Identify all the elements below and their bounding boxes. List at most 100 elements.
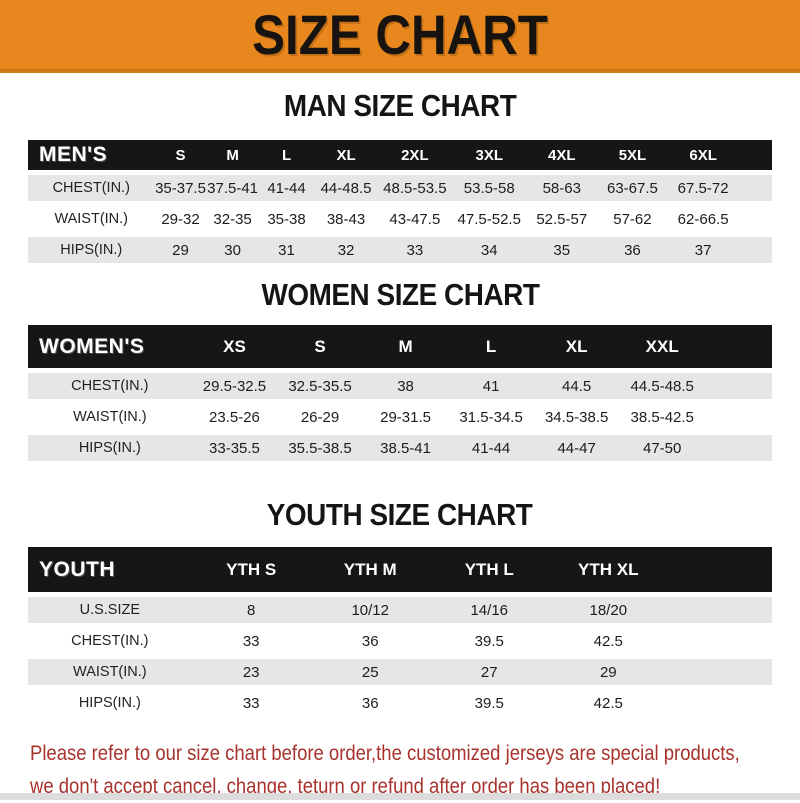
size-value-cell: 36 — [597, 237, 668, 263]
size-header-cell: L — [448, 325, 534, 368]
youth-size-table: YOUTH YTH S YTH M YTH L YTH XL U.S.SIZE 8 10/12… — [28, 542, 772, 721]
size-value-cell: 10/12 — [310, 597, 430, 623]
size-value-cell: 36 — [310, 628, 430, 654]
size-value-cell: 33 — [191, 628, 311, 654]
size-header-row: WOMEN'S XS S M L XL XXL — [28, 325, 772, 368]
bottom-strip — [0, 793, 800, 800]
size-header-cell: YTH M — [310, 547, 430, 592]
size-header-cell: 6XL — [667, 140, 739, 170]
size-value-cell: 34 — [452, 237, 527, 263]
group-label-cell: WOMEN'S — [28, 325, 192, 368]
size-value-cell: 8 — [191, 597, 311, 623]
size-value-cell: 67.5-72 — [667, 175, 739, 201]
men-size-section: MAN SIZE CHART MEN'S S M L XL 2XL 3XL 4XL 5XL 6XL… — [0, 89, 800, 268]
row-spacer-cell — [667, 597, 772, 623]
size-value-cell: 26-29 — [277, 404, 363, 430]
size-value-cell: 31.5-34.5 — [448, 404, 534, 430]
size-value-cell: 33 — [191, 690, 311, 716]
measurement-label-cell: CHEST(IN.) — [28, 628, 192, 654]
measurement-row: U.S.SIZE 8 10/12 14/16 18/20 — [28, 597, 772, 623]
size-value-cell: 29-32 — [154, 206, 207, 232]
measurement-label-cell: HIPS(IN.) — [28, 435, 192, 461]
size-value-cell: 35 — [526, 237, 598, 263]
size-value-cell: 25 — [310, 659, 430, 685]
size-value-cell: 57-62 — [597, 206, 668, 232]
size-value-cell: 44-47 — [533, 435, 620, 461]
size-header-cell: 2XL — [377, 140, 453, 170]
women-section-heading-text: WOMEN SIZE CHART — [261, 277, 539, 312]
size-header-cell: L — [258, 140, 315, 170]
size-value-cell: 14/16 — [429, 597, 549, 623]
size-value-cell: 62-66.5 — [667, 206, 739, 232]
size-header-cell: YTH XL — [548, 547, 668, 592]
group-label-cell: MEN'S — [28, 140, 155, 170]
size-value-cell: 44.5-48.5 — [619, 373, 705, 399]
header-spacer-cell — [738, 140, 772, 170]
youth-size-section: YOUTH SIZE CHART YOUTH YTH S YTH M YTH L YTH… — [0, 498, 800, 721]
size-header-cell: 3XL — [452, 140, 527, 170]
row-spacer-cell — [667, 690, 772, 716]
banner-title: SIZE CHART — [252, 2, 548, 66]
size-header-cell: S — [277, 325, 363, 368]
size-value-cell: 41-44 — [258, 175, 315, 201]
size-value-cell: 38 — [362, 373, 449, 399]
size-value-cell: 29 — [548, 659, 668, 685]
size-value-cell: 47-50 — [619, 435, 705, 461]
size-value-cell: 39.5 — [429, 628, 549, 654]
footer-line-1: Please refer to our size chart before or… — [30, 742, 740, 765]
women-section-heading: WOMEN SIZE CHART — [0, 278, 800, 318]
size-header-row: YOUTH YTH S YTH M YTH L YTH XL — [28, 547, 772, 592]
men-size-table: MEN'S S M L XL 2XL 3XL 4XL 5XL 6XL CHEST(IN.) 35-37… — [28, 135, 772, 268]
row-spacer-cell — [704, 373, 772, 399]
youth-section-heading-text: YOUTH SIZE CHART — [267, 497, 533, 532]
size-header-row: MEN'S S M L XL 2XL 3XL 4XL 5XL 6XL — [28, 140, 772, 170]
size-value-cell: 32-35 — [206, 206, 259, 232]
measurement-label-cell: WAIST(IN.) — [28, 404, 192, 430]
measurement-label-cell: CHEST(IN.) — [28, 175, 155, 201]
row-spacer-cell — [667, 659, 772, 685]
size-value-cell: 39.5 — [429, 690, 549, 716]
size-header-cell: XL — [533, 325, 620, 368]
size-value-cell: 27 — [429, 659, 549, 685]
size-value-cell: 38.5-42.5 — [619, 404, 705, 430]
youth-section-heading: YOUTH SIZE CHART — [0, 498, 800, 538]
size-value-cell: 37 — [667, 237, 739, 263]
measurement-row: WAIST(IN.) 23 25 27 29 — [28, 659, 772, 685]
size-value-cell: 33 — [377, 237, 453, 263]
header-spacer-cell — [704, 325, 772, 368]
size-header-cell: S — [154, 140, 207, 170]
row-spacer-cell — [738, 175, 772, 201]
women-size-table: WOMEN'S XS S M L XL XXL CHEST(IN.) 29.5-32.5 32.5… — [28, 320, 772, 466]
size-value-cell: 38-43 — [314, 206, 378, 232]
size-value-cell: 18/20 — [548, 597, 668, 623]
row-spacer-cell — [704, 404, 772, 430]
size-value-cell: 29.5-32.5 — [191, 373, 278, 399]
row-spacer-cell — [704, 435, 772, 461]
men-section-heading: MAN SIZE CHART — [0, 89, 800, 129]
measurement-row: CHEST(IN.) 35-37.5 37.5-41 41-44 44-48.5 48.5… — [28, 175, 772, 201]
footer-note: Please refer to our size chart before or… — [30, 737, 790, 803]
size-value-cell: 35-38 — [258, 206, 315, 232]
size-header-cell: XL — [314, 140, 378, 170]
measurement-row: CHEST(IN.) 33 36 39.5 42.5 — [28, 628, 772, 654]
size-value-cell: 41-44 — [448, 435, 534, 461]
measurement-label-cell: HIPS(IN.) — [28, 237, 155, 263]
size-header-cell: 5XL — [597, 140, 668, 170]
row-spacer-cell — [738, 206, 772, 232]
measurement-label-cell: HIPS(IN.) — [28, 690, 192, 716]
measurement-label-cell: CHEST(IN.) — [28, 373, 192, 399]
size-value-cell: 30 — [206, 237, 259, 263]
size-value-cell: 47.5-52.5 — [452, 206, 527, 232]
size-header-cell: YTH S — [191, 547, 311, 592]
size-value-cell: 44-48.5 — [314, 175, 378, 201]
measurement-row: HIPS(IN.) 33-35.5 35.5-38.5 38.5-41 41-44 44-… — [28, 435, 772, 461]
size-header-cell: 4XL — [526, 140, 598, 170]
size-header-cell: XS — [191, 325, 278, 368]
size-value-cell: 52.5-57 — [526, 206, 598, 232]
measurement-row: WAIST(IN.) 23.5-26 26-29 29-31.5 31.5-34.5 34… — [28, 404, 772, 430]
size-value-cell: 37.5-41 — [206, 175, 259, 201]
size-value-cell: 34.5-38.5 — [533, 404, 620, 430]
size-value-cell: 48.5-53.5 — [377, 175, 453, 201]
size-value-cell: 23 — [191, 659, 311, 685]
size-value-cell: 33-35.5 — [191, 435, 278, 461]
